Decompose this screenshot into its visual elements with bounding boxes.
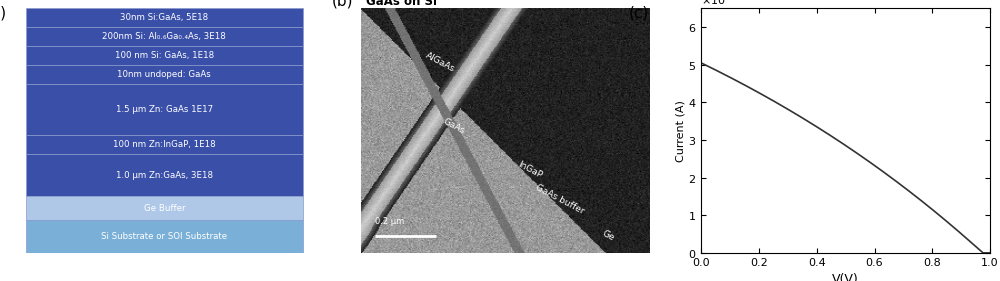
Bar xyxy=(26,84,303,135)
Text: (a): (a) xyxy=(0,6,6,21)
Text: GaAs: GaAs xyxy=(441,116,466,135)
Y-axis label: Current (A): Current (A) xyxy=(675,100,685,162)
Bar xyxy=(26,27,303,46)
Text: 200nm Si: Al₀.₆Ga₀.₄As, 3E18: 200nm Si: Al₀.₆Ga₀.₄As, 3E18 xyxy=(102,32,226,41)
Text: (c): (c) xyxy=(629,6,649,21)
Text: 1.0 μm Zn:GaAs, 3E18: 1.0 μm Zn:GaAs, 3E18 xyxy=(116,171,213,180)
Bar xyxy=(26,46,303,65)
Text: 1.5 μm Zn: GaAs 1E17: 1.5 μm Zn: GaAs 1E17 xyxy=(116,105,213,114)
Bar xyxy=(26,8,303,27)
Text: 100 nm Zn:InGaP, 1E18: 100 nm Zn:InGaP, 1E18 xyxy=(113,140,216,149)
Text: 0.2 μm: 0.2 μm xyxy=(375,217,404,226)
Text: 10nm undoped: GaAs: 10nm undoped: GaAs xyxy=(117,70,211,79)
Text: (b): (b) xyxy=(332,0,353,8)
Text: GaAs buffer: GaAs buffer xyxy=(534,183,585,216)
Bar xyxy=(26,196,303,220)
Text: Si Substrate or SOI Substrate: Si Substrate or SOI Substrate xyxy=(101,232,227,241)
Text: 100 nm Si: GaAs, 1E18: 100 nm Si: GaAs, 1E18 xyxy=(115,51,214,60)
Bar xyxy=(26,220,303,253)
Text: Ge Buffer: Ge Buffer xyxy=(144,204,185,213)
Text: GaAs on Si: GaAs on Si xyxy=(366,0,437,8)
Bar xyxy=(26,135,303,154)
Bar xyxy=(26,65,303,84)
Text: InGaP: InGaP xyxy=(517,160,544,180)
X-axis label: V(V): V(V) xyxy=(832,273,859,281)
Text: Ge: Ge xyxy=(600,229,616,243)
Text: 30nm Si:GaAs, 5E18: 30nm Si:GaAs, 5E18 xyxy=(120,13,208,22)
Bar xyxy=(26,154,303,196)
Text: AlGaAs: AlGaAs xyxy=(424,51,457,74)
